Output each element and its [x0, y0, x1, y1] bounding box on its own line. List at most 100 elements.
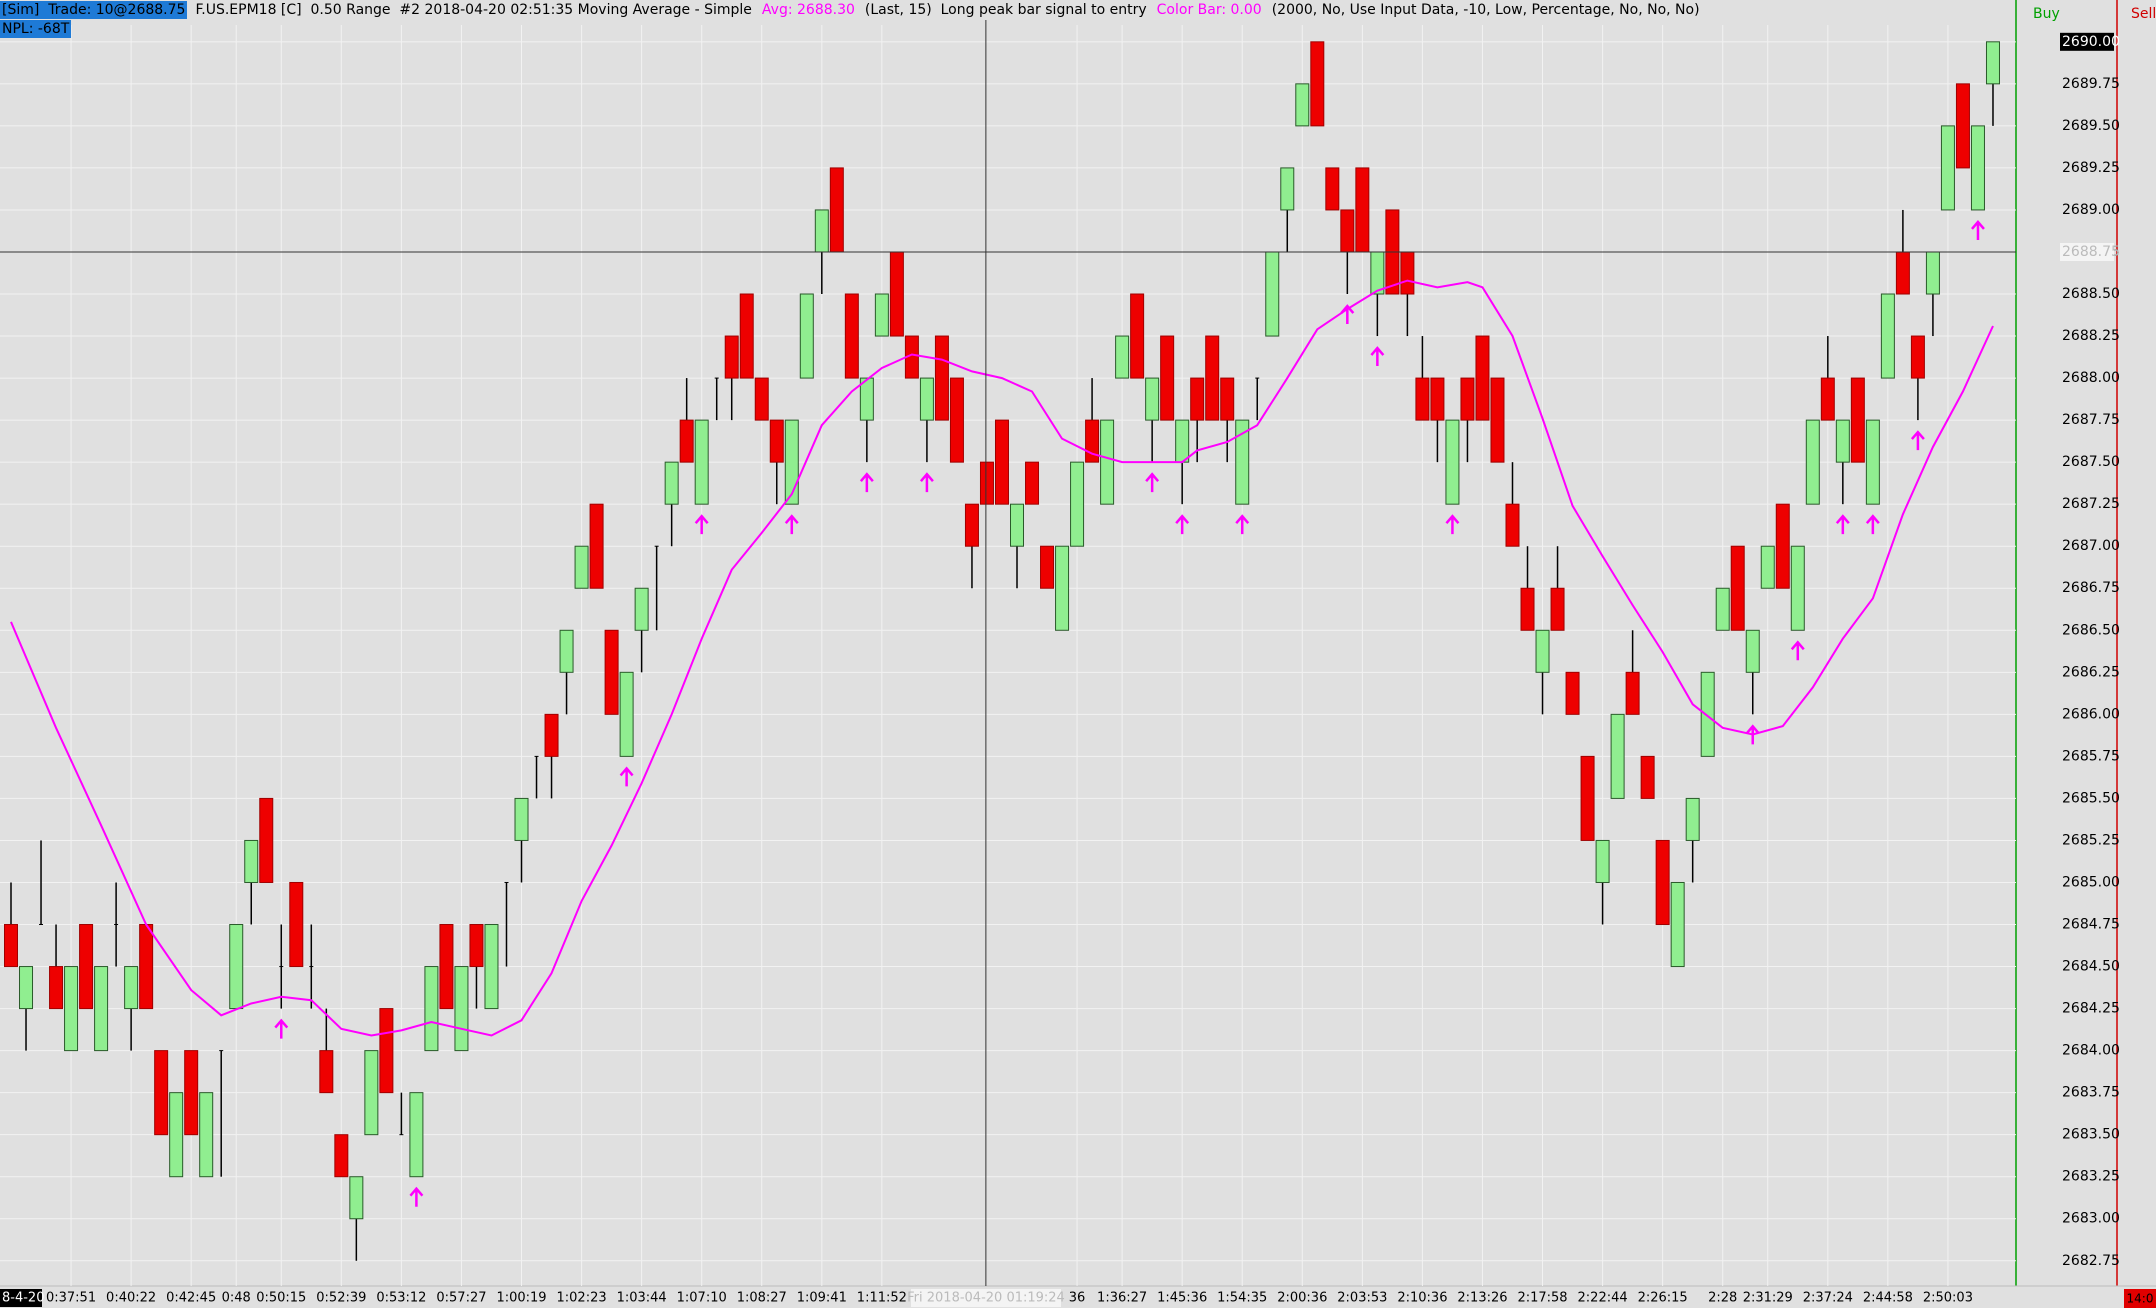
candle-body — [349, 1176, 364, 1220]
candle-body — [319, 1050, 334, 1094]
candle-body — [1505, 503, 1520, 547]
candle-body — [1625, 671, 1640, 715]
candle-body — [664, 461, 679, 505]
x-tick-label: 2:28 — [1708, 1291, 1737, 1306]
header-second-row: NPL: -68T — [0, 20, 72, 38]
candle-body — [694, 419, 709, 505]
candle-body — [814, 209, 829, 253]
candle-body — [1535, 629, 1550, 673]
candle-body — [1160, 335, 1175, 421]
y-tick-label: 2688.25 — [2062, 328, 2120, 344]
candle-body — [1880, 293, 1895, 379]
candle-body — [1835, 419, 1850, 463]
candle-body — [289, 881, 304, 968]
signal-arrow — [1835, 514, 1850, 535]
y-tick-label: 2684.75 — [2062, 917, 2120, 933]
candle-body — [1265, 251, 1280, 337]
candle-body — [844, 293, 859, 379]
y-tick-label: 2689.25 — [2062, 160, 2120, 176]
candle-body — [1715, 587, 1730, 631]
signal-arrow — [1370, 346, 1385, 367]
buy-label[interactable]: Buy — [2033, 6, 2060, 22]
y-tick-label: 2686.75 — [2062, 580, 2120, 596]
y-tick-label: 2687.25 — [2062, 496, 2120, 512]
x-tick-label: 1:08:27 — [737, 1291, 787, 1306]
x-tick-label: 2:37:24 — [1803, 1291, 1853, 1306]
y-tick-label: 2686.00 — [2062, 706, 2120, 722]
candle-body — [1655, 839, 1670, 926]
candle-body — [1520, 587, 1535, 631]
candle-body — [949, 377, 964, 463]
y-tick-label: 2687.50 — [2062, 454, 2120, 470]
candle-body — [874, 293, 889, 337]
candle-body — [994, 419, 1009, 505]
candle-body — [1775, 503, 1790, 589]
candle-body — [1475, 335, 1490, 421]
npl: NPL: -68T — [0, 20, 72, 38]
candle-body — [889, 251, 904, 337]
candle-body — [739, 293, 754, 379]
candle-body — [184, 1050, 199, 1136]
y-tick-label: 2686.25 — [2062, 664, 2120, 680]
candle-body — [679, 419, 694, 463]
candle-body — [1745, 629, 1760, 673]
x-tick-label: 1:07:10 — [677, 1291, 727, 1306]
candle-body — [1100, 419, 1115, 505]
x-tick-label: 0:48 — [222, 1291, 251, 1306]
candle-body — [724, 335, 739, 379]
y-tick-label: 2683.25 — [2062, 1169, 2120, 1185]
candle-body — [784, 419, 799, 505]
candle-body — [1925, 251, 1940, 295]
signal-arrow — [1175, 514, 1190, 535]
candle-body — [379, 1008, 394, 1094]
candle-body — [1400, 251, 1415, 295]
signal-arrow — [1745, 724, 1760, 745]
y-tick-label: 2684.50 — [2062, 959, 2120, 975]
last-price-box — [2060, 32, 2114, 51]
candle-body — [1010, 503, 1025, 547]
x-tick-label: 2:50:03 — [1923, 1291, 1973, 1306]
candle-body — [829, 167, 844, 253]
x-tick-label: 1:00:19 — [496, 1291, 546, 1306]
candle-body — [1580, 755, 1595, 841]
candle-body — [1805, 419, 1820, 505]
candle-body — [544, 713, 559, 757]
candle-body — [769, 419, 784, 463]
y-tick-label: 2685.25 — [2062, 832, 2120, 848]
candle-body — [1550, 587, 1565, 631]
y-tick-label: 2683.00 — [2062, 1211, 2120, 1227]
crosshair-time-box — [911, 1289, 1061, 1307]
corner-box — [2124, 1289, 2156, 1308]
sim-trade[interactable]: [Sim] Trade: 10@2688.75 — [0, 1, 188, 19]
candle-body — [964, 503, 979, 547]
candle-body — [1430, 377, 1445, 421]
candle-body — [1280, 167, 1295, 211]
sell-label[interactable]: Sell — [2131, 6, 2156, 22]
signal-arrow — [409, 1186, 424, 1207]
x-tick-label: 2:44:58 — [1863, 1291, 1913, 1306]
date-box — [0, 1289, 42, 1307]
y-tick-label: 2688.50 — [2062, 286, 2120, 302]
plot-background — [0, 0, 2016, 1286]
candle-body — [1940, 125, 1955, 211]
candle-body — [19, 966, 34, 1010]
y-tick-label: 2689.75 — [2062, 76, 2120, 92]
candle-body — [1025, 461, 1040, 505]
candle-body — [1415, 377, 1430, 421]
candle-body — [244, 839, 259, 883]
candle-body — [1595, 839, 1610, 883]
x-tick-label: 2:10:36 — [1397, 1291, 1447, 1306]
x-tick-label: 1:03:44 — [617, 1291, 667, 1306]
signal-arrow — [619, 766, 634, 787]
candle-body — [619, 671, 634, 757]
x-tick-label: 1:36:27 — [1097, 1291, 1147, 1306]
candle-body — [154, 1050, 169, 1136]
candle-body — [1445, 419, 1460, 505]
candle-body — [124, 966, 139, 1010]
y-tick-label: 2685.00 — [2062, 874, 2120, 890]
candle-body — [1985, 41, 2000, 85]
crosshair-price-box — [2060, 242, 2114, 261]
y-tick-label: 2684.25 — [2062, 1001, 2120, 1017]
candle-body — [1865, 419, 1880, 505]
